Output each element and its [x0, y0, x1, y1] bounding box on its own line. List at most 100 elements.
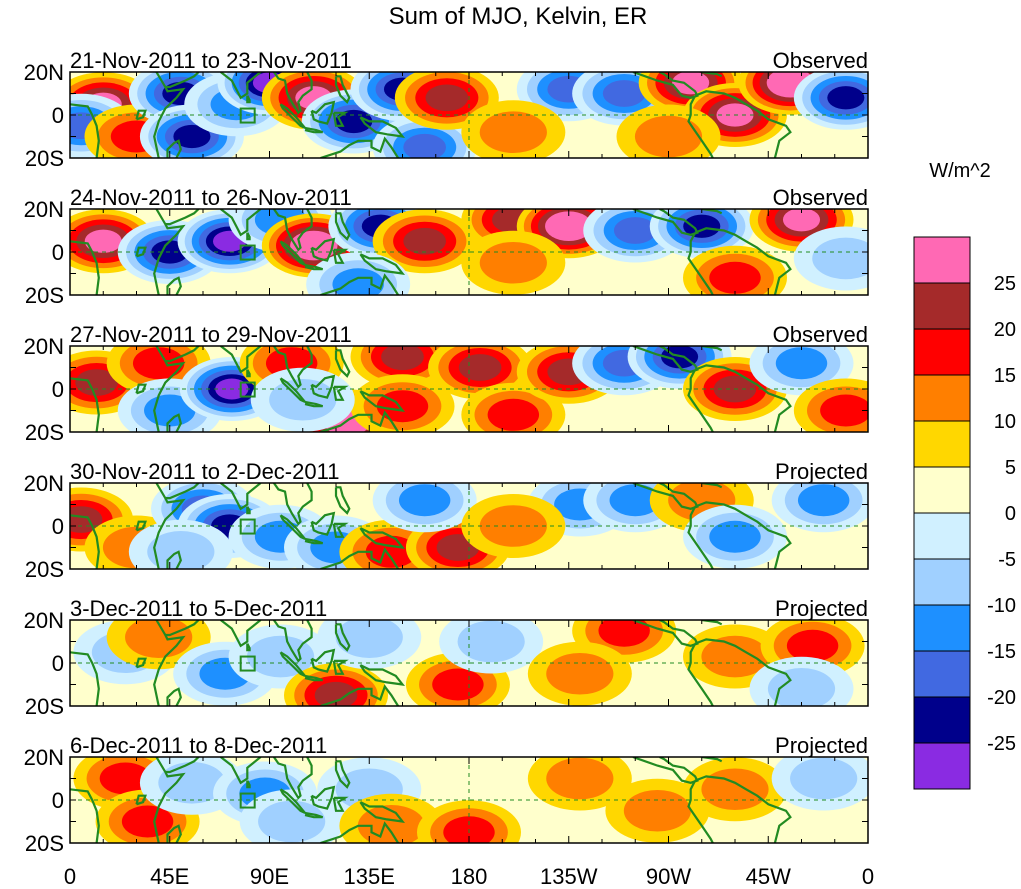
coastline: [272, 72, 313, 115]
coastline: [332, 385, 349, 401]
region-marker: [239, 381, 256, 398]
coastline: [70, 788, 100, 843]
lon-label: 0: [862, 864, 874, 889]
anomaly-contour: [546, 757, 614, 800]
coastline: [304, 263, 324, 271]
coastline: [135, 794, 147, 806]
anomaly-field: [70, 620, 868, 706]
panel-status: Projected: [775, 459, 868, 484]
anomaly-contour: [546, 652, 614, 695]
coastline: [220, 483, 262, 511]
coastline: [359, 390, 406, 412]
coastline: [304, 400, 324, 408]
panel-dates: 27-Nov-2011 to 29-Nov-2011: [70, 322, 352, 347]
coastline: [166, 413, 182, 432]
anomaly-contour: [613, 217, 657, 244]
anomaly-contour: [173, 124, 211, 149]
lat-label: 20N: [24, 60, 64, 85]
coastline: [246, 232, 251, 241]
anomaly-contour: [125, 620, 193, 658]
coastline: [153, 757, 186, 843]
coastline: [687, 369, 714, 432]
lat-label: 20S: [25, 557, 64, 582]
region-marker: [239, 655, 256, 672]
map-panels: 20N 0 20S 21-Nov-2011 to 23-Nov-2011 Observe…: [24, 48, 869, 856]
anomaly-contour: [425, 84, 469, 112]
coastline: [273, 346, 313, 389]
lat-label: 0: [52, 103, 64, 128]
colorbar-swatch: [913, 742, 971, 790]
anomaly-field: [70, 209, 868, 295]
panel-status: Projected: [775, 733, 868, 758]
anomaly-contour: [820, 394, 868, 427]
anomaly-contour: [479, 111, 547, 153]
coastline: [70, 514, 100, 569]
coastline: [334, 760, 351, 789]
panel-dates: 30-Nov-2011 to 2-Dec-2011: [70, 459, 339, 484]
anomaly-contour: [99, 762, 152, 795]
map-panel: 20N 0 20S 27-Nov-2011 to 29-Nov-2011 Observe…: [24, 322, 869, 445]
coastline: [165, 72, 200, 89]
coastline: [320, 684, 400, 706]
coastline: [153, 209, 186, 295]
anomaly-contour: [701, 768, 769, 811]
panel-dates: 21-Nov-2011 to 23-Nov-2011: [70, 48, 352, 73]
anomaly-field: [70, 72, 868, 158]
coastline: [310, 237, 336, 262]
coastline: [334, 623, 351, 652]
anomaly-contour: [790, 757, 858, 800]
panel-dates: 3-Dec-2011 to 5-Dec-2011: [70, 596, 327, 621]
lon-label: 180: [451, 864, 488, 889]
coastline: [320, 547, 400, 569]
coastline: [165, 757, 200, 774]
coastline: [279, 103, 306, 129]
coastline: [70, 240, 100, 295]
colorbar-swatch: [913, 696, 971, 744]
map-panel: 20N 0 20S 30-Nov-2011 to 2-Dec-2011 Projecte…: [24, 459, 869, 582]
coastline: [166, 687, 182, 706]
anomaly-contour: [775, 347, 828, 380]
map-panel: 20N 0 20S 3-Dec-2011 to 5-Dec-2011 Projected: [24, 596, 869, 719]
anomaly-contour: [609, 484, 661, 517]
coastline: [153, 72, 186, 158]
coastline: [310, 511, 336, 536]
coastline: [694, 364, 792, 432]
coastline: [165, 483, 200, 500]
anomaly-contour: [84, 229, 122, 253]
coastline: [304, 537, 324, 545]
region-marker: [239, 792, 256, 809]
anomaly-contour: [457, 620, 525, 663]
coastline: [320, 821, 400, 843]
coastline: [687, 506, 714, 569]
coastline: [310, 374, 336, 399]
anomaly-contour: [797, 484, 850, 517]
anomaly-contour: [376, 390, 429, 423]
coastline: [273, 209, 313, 252]
lat-label: 20S: [25, 283, 64, 308]
colorbar-swatch: [913, 282, 971, 330]
coastline: [310, 100, 336, 125]
coastline: [246, 506, 251, 515]
colorbar-swatch: [913, 236, 971, 284]
coastline: [310, 648, 336, 673]
anomaly-contour: [709, 261, 761, 294]
anomaly-contour: [381, 346, 424, 371]
coastline: [220, 209, 262, 237]
coastline: [135, 246, 147, 258]
anomaly-contour: [158, 762, 226, 804]
panel-status: Projected: [775, 596, 868, 621]
lat-label: 20N: [24, 334, 64, 359]
coastline: [220, 757, 262, 785]
coastline: [220, 72, 262, 100]
coastline: [694, 638, 792, 706]
coastline: [334, 75, 351, 104]
coastline: [166, 550, 182, 569]
colorbar-label: 15: [994, 365, 1016, 387]
lat-label: 20S: [25, 831, 64, 856]
lon-label: 90E: [250, 864, 289, 889]
coastline: [332, 796, 349, 812]
coastline: [135, 383, 147, 395]
lat-label: 0: [52, 788, 64, 813]
coastline: [694, 775, 792, 843]
